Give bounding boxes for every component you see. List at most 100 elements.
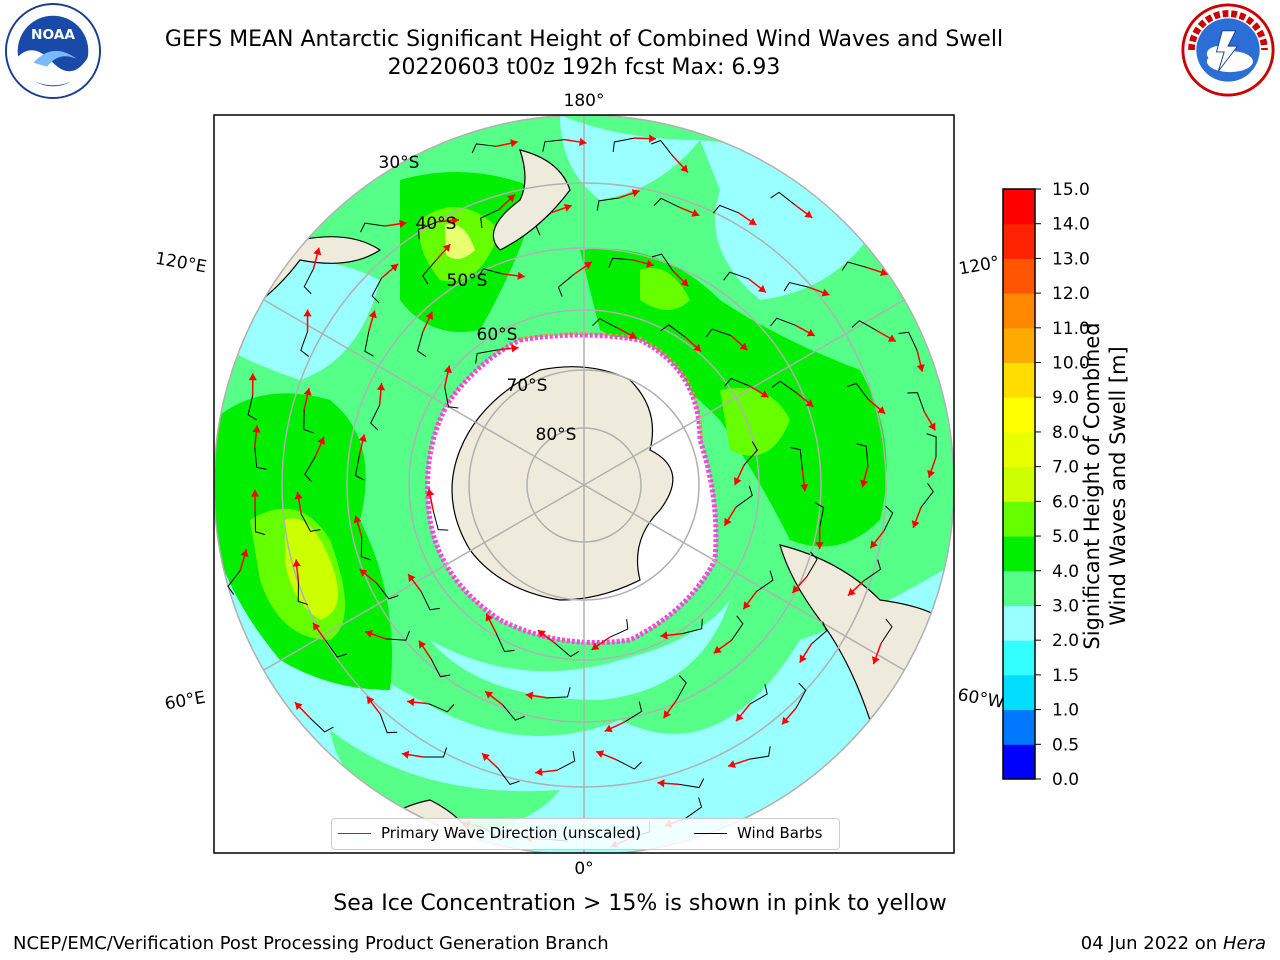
wind-barb <box>770 317 796 327</box>
wave-arrow-head <box>646 259 654 268</box>
wind-barb <box>682 618 703 635</box>
wind-barb <box>735 485 753 508</box>
wave-arrow-head <box>806 328 815 337</box>
colorbar-tick-label: 9.0 <box>1052 388 1079 408</box>
wind-barb <box>555 643 580 658</box>
wave-arrow-head <box>739 342 748 351</box>
wind-barb <box>705 328 732 338</box>
wind-barb <box>596 197 619 211</box>
wave-arrow-head <box>294 702 303 711</box>
colorbar-label-line1: Significant Height of Combined <box>1080 322 1104 650</box>
wave-arrow-head <box>366 696 375 705</box>
colorbar-segment <box>1003 362 1035 398</box>
wave-arrow-head <box>663 710 671 719</box>
colorbar-tick-label: 1.5 <box>1052 666 1079 686</box>
wind-barb <box>926 433 937 457</box>
wind-barb <box>880 618 893 644</box>
wave-arrow-head <box>871 656 880 665</box>
wave-arrow-head <box>358 434 367 443</box>
wind-barb <box>771 380 797 394</box>
wave-arrow-head <box>691 209 700 217</box>
wave-arrow-head <box>781 716 790 725</box>
lon-label-120w: 120° <box>957 253 1001 280</box>
colorbar-segment <box>1003 501 1035 537</box>
wave-arrow-head <box>748 217 757 226</box>
wave-arrow-head <box>418 640 427 649</box>
colorbar-tick-label: 0.5 <box>1052 735 1079 755</box>
lon-label-0: 0° <box>574 859 593 879</box>
colorbar-segment <box>1003 327 1035 364</box>
wave-arrow-head <box>240 549 249 558</box>
wave-arrow-head <box>760 390 769 398</box>
wave-arrow-head <box>408 574 416 582</box>
wave-arrow-head <box>511 344 519 353</box>
map-frame <box>213 114 955 854</box>
colorbar-tick-label: 5.0 <box>1052 527 1079 547</box>
wind-barb <box>795 682 807 709</box>
noaa-logo-icon: NOAA <box>4 2 102 100</box>
wave-arrow-head <box>317 436 325 445</box>
legend-item-barb: Wind Barbs <box>694 824 822 842</box>
wind-barb <box>624 701 643 723</box>
wave-arrow-head <box>724 517 732 526</box>
wind-barb <box>653 197 680 208</box>
wave-arrow-head <box>887 334 896 342</box>
wind-barb <box>806 551 818 577</box>
colorbar-tick-label: 3.0 <box>1052 596 1079 616</box>
wind-barb <box>731 615 744 641</box>
wind-barb <box>651 253 674 271</box>
wind-barb <box>477 268 503 278</box>
wave-arrow-head <box>250 489 260 497</box>
colorbar-segment <box>1003 605 1035 641</box>
wave-arrow-head <box>604 724 613 733</box>
wave-arrow-head <box>563 203 572 212</box>
wind-barb <box>557 274 575 297</box>
wave-arrow-head <box>799 654 807 663</box>
wind-barb <box>297 581 308 606</box>
wind-barb <box>535 212 552 236</box>
colorbar-segment <box>1003 258 1035 294</box>
wind-barb <box>309 717 334 733</box>
wind-barb <box>770 191 796 206</box>
wave-arrow-head <box>743 601 751 610</box>
antarctica-land <box>451 366 674 601</box>
colorbar <box>1003 189 1035 780</box>
colorbar-segment <box>1003 744 1035 780</box>
wave-arrow-head <box>916 364 925 372</box>
wave-arrow-head <box>442 244 451 252</box>
wind-barb <box>364 331 374 357</box>
wave-arrow-head <box>583 261 592 270</box>
nws-logo-icon <box>1181 3 1275 97</box>
chart-title: GEFS MEAN Antarctic Significant Height o… <box>164 27 1004 52</box>
wind-barb <box>254 511 266 536</box>
wind-barb <box>756 570 774 592</box>
wave-arrow-head <box>303 309 312 317</box>
wind-barb <box>712 204 739 214</box>
legend-item-wave: Primary Wave Direction (unscaled) <box>338 824 641 842</box>
legend-label-wave: Primary Wave Direction (unscaled) <box>381 824 642 842</box>
wave-arrow-head <box>927 469 936 478</box>
wave-arrow-head <box>359 569 368 577</box>
wave-arrow-head <box>880 268 888 277</box>
lat-label-50s: 50°S <box>447 271 488 291</box>
wind-barb <box>502 704 525 721</box>
wave-arrow-head <box>353 515 362 524</box>
wave-arrow-head <box>390 263 399 272</box>
wave-arrow-head <box>507 194 515 203</box>
wind-barb <box>432 510 449 531</box>
wave-arrow-head <box>877 406 886 414</box>
colorbar-tick-label: 14.0 <box>1052 215 1090 235</box>
wave-arrow-head <box>426 488 435 497</box>
colorbar-tick-label: 1.0 <box>1052 701 1079 721</box>
colorbar-segment <box>1003 536 1035 572</box>
wave-arrow-head <box>579 137 587 147</box>
wave-arrow-head <box>517 271 525 280</box>
wind-barb <box>354 455 365 481</box>
lat-label-80s: 80°S <box>536 425 577 445</box>
wave-arrow-head <box>736 713 744 722</box>
wave-arrow-head <box>399 219 407 228</box>
wind-barb <box>420 591 440 611</box>
wave-arrow-head <box>407 698 415 707</box>
lon-label-60w: 60°W <box>956 685 1006 713</box>
wind-barb <box>495 633 515 653</box>
